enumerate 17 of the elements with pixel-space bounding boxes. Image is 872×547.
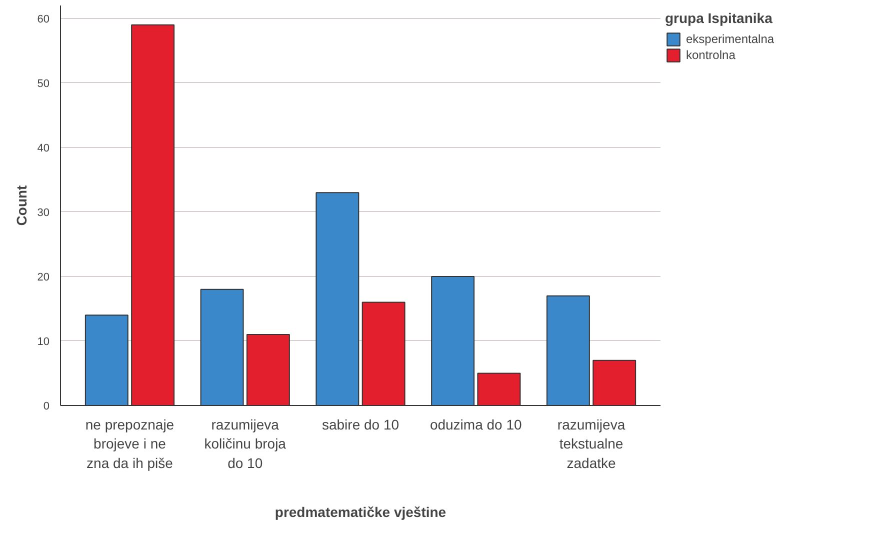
x-tick-label: oduzima do 10 <box>430 416 522 432</box>
y-tick-label: 0 <box>43 400 50 412</box>
legend-label: eksperimentalna <box>686 32 774 46</box>
y-tick-label: 40 <box>37 142 50 154</box>
legend-label: kontrolna <box>686 48 736 62</box>
y-tick-label: 20 <box>37 271 50 284</box>
y-tick-label: 10 <box>37 336 50 348</box>
y-axis-title: Count <box>13 184 30 226</box>
x-axis-title: predmatematičke vještine <box>274 504 446 520</box>
legend-title: grupa Ispitanika <box>665 10 774 26</box>
y-tick-label: 30 <box>37 206 50 219</box>
x-tick-label: razumijeva tekstualne zadatke <box>557 416 626 471</box>
x-tick-label: sabire do 10 <box>322 416 400 432</box>
x-tick-label: razumijeva količinu broja do 10 <box>204 416 286 471</box>
x-tick-label: ne prepoznaje brojeve i ne zna da ih piše <box>85 416 174 471</box>
y-tick-label: 60 <box>37 13 50 26</box>
y-tick-label: 50 <box>37 78 50 90</box>
